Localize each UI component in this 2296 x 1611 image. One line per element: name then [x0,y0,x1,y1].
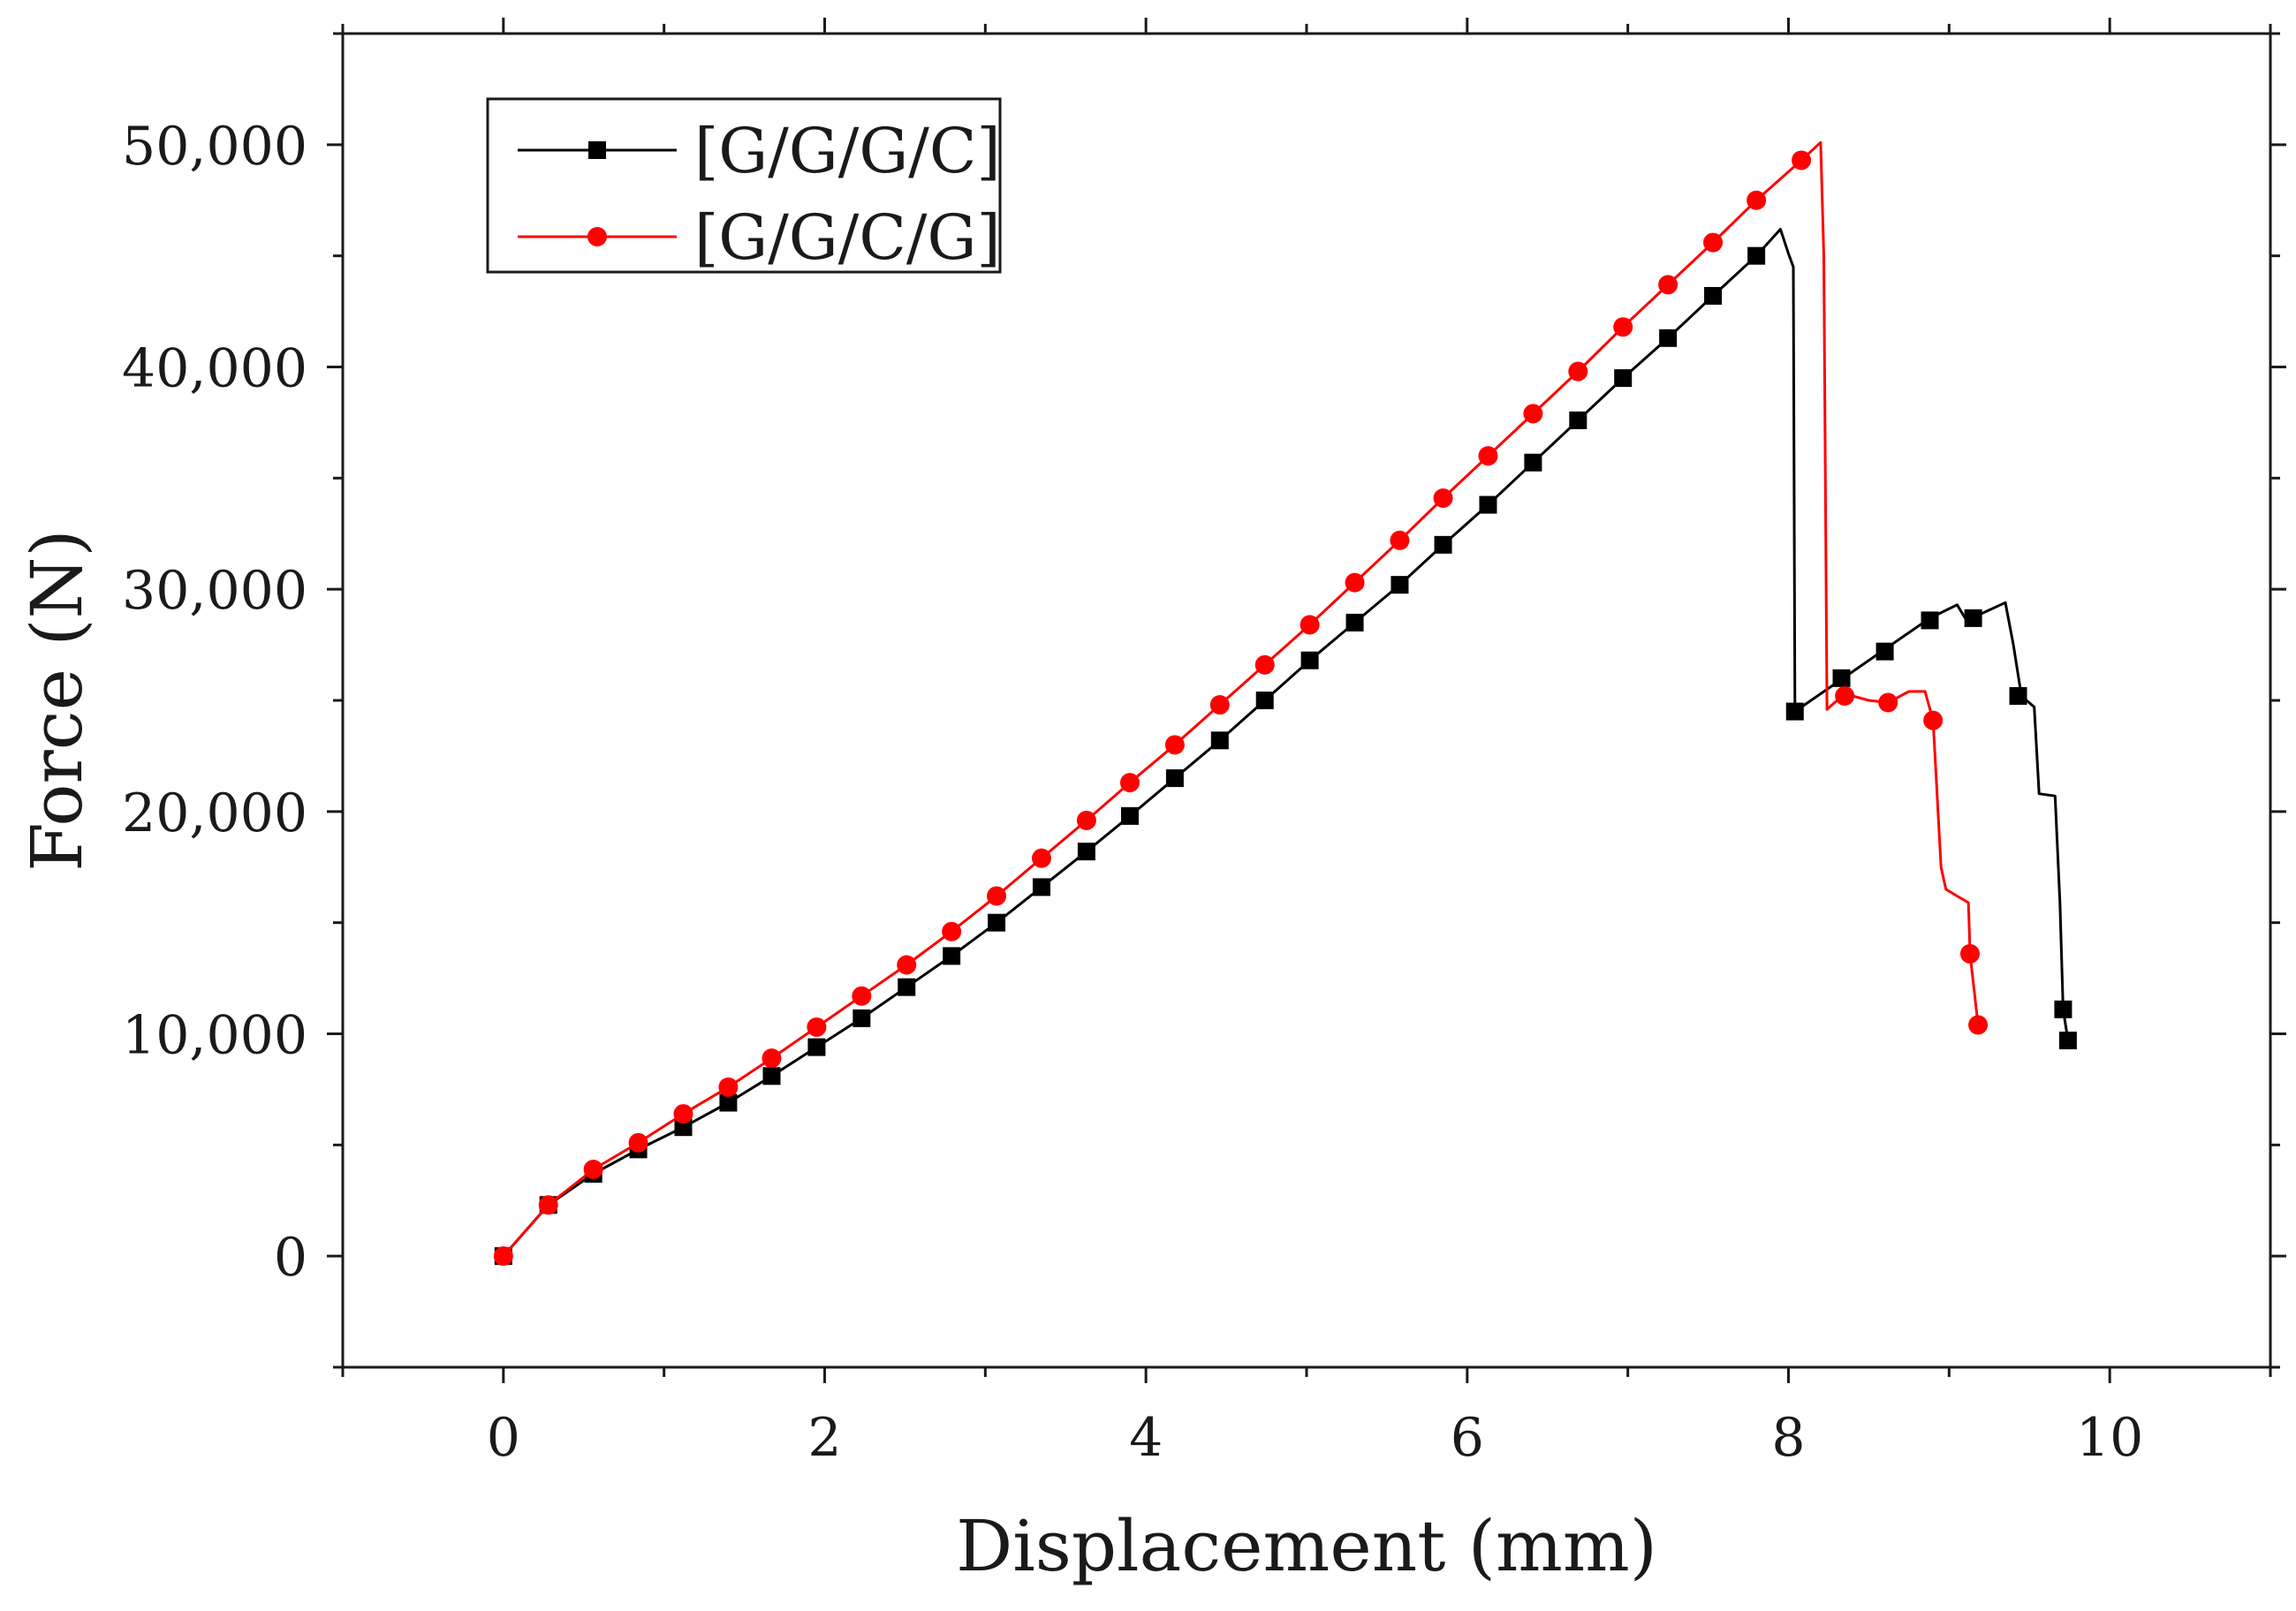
data-point-square [2058,1032,2077,1050]
data-point-circle [718,1077,739,1097]
legend-square-marker-icon [588,141,606,159]
data-point-circle [1345,572,1365,593]
data-point-square [988,913,1006,932]
data-point-circle [1968,1015,1989,1035]
data-point-square [1614,369,1633,388]
data-point-square [1659,329,1678,347]
data-point-circle [1568,361,1588,382]
data-point-square [1077,843,1095,861]
data-point-square [1704,286,1723,305]
y-tick-label: 10,000 [122,1005,307,1067]
data-point-circle [897,955,917,975]
data-point-circle [1433,488,1453,508]
data-point-square [1785,702,1804,721]
series-layer [493,140,2077,1267]
data-point-square [1255,692,1274,709]
data-point-circle [1878,692,1898,713]
data-point-circle [1119,773,1140,793]
x-tick-label: 2 [807,1407,841,1469]
data-point-circle [1209,695,1230,715]
data-point-circle [1959,943,1980,964]
series-line-ggcg [502,140,1980,1258]
x-axis-title: Displacement (mm) [956,1505,1657,1587]
data-point-square [1747,246,1766,265]
data-point-circle [1613,317,1633,337]
data-point-square [674,1118,693,1137]
legend-circle-marker-icon [587,227,607,246]
legend-box [486,97,1002,274]
data-point-circle [493,1246,513,1267]
data-point-circle [673,1104,693,1124]
data-point-circle [1923,710,1944,730]
axis-ticks: 0 2 4 6 8 10 0 10,000 20,000 30,000 40,000 50,000 [122,18,2286,1469]
data-point-square [1300,651,1319,669]
data-point-square [1165,769,1184,788]
data-point-circle [538,1195,558,1215]
x-tick-label: 8 [1771,1407,1805,1469]
data-point-circle [852,986,872,1006]
data-point-square [1390,576,1409,594]
legend: [G/G/G/C] [G/G/C/G] [486,97,1002,274]
x-tick-label: 4 [1129,1407,1163,1469]
data-point-square [1479,495,1497,514]
data-point-circle [628,1132,648,1153]
x-tick-label: 6 [1451,1407,1484,1469]
x-tick-label: 0 [487,1407,520,1469]
data-point-square [1524,453,1542,472]
data-point-circle [1300,615,1320,635]
y-tick-label: 30,000 [122,560,307,622]
data-point-square [1032,878,1050,896]
data-point-circle [1747,190,1767,210]
y-tick-label: 40,000 [122,338,307,400]
data-point-square [1434,535,1452,554]
data-point-circle [1835,685,1855,706]
data-point-circle [1523,404,1543,424]
data-point-square [1345,613,1364,632]
y-tick-label: 0 [274,1227,307,1289]
data-point-circle [1390,530,1410,550]
data-point-square [898,978,916,996]
x-tick-label: 10 [2076,1407,2143,1469]
data-point-square [1875,642,1894,661]
legend-label-ggcg: [G/G/C/G] [694,201,1001,274]
data-point-circle [1703,232,1724,253]
series-ggcg [493,140,1989,1267]
data-point-square [719,1093,738,1112]
data-point-square [852,1009,871,1027]
data-point-circle [1478,446,1498,466]
data-point-circle [1658,275,1678,295]
y-tick-label: 50,000 [122,116,307,178]
data-point-circle [1164,735,1185,755]
data-point-square [1120,806,1139,825]
legend-label-ggg-c: [G/G/G/C] [694,115,1001,187]
y-axis-title: Force (N) [16,529,98,872]
data-point-square [1832,669,1851,687]
data-point-square [1964,609,1982,627]
data-point-square [943,947,961,965]
data-point-square [762,1067,781,1085]
data-point-square [807,1038,826,1056]
data-point-square [2054,1000,2072,1018]
data-point-circle [1076,810,1096,830]
y-tick-label: 20,000 [122,783,307,844]
data-point-square [1210,731,1229,750]
data-point-circle [762,1048,782,1069]
data-point-circle [1031,848,1051,868]
data-point-circle [1254,654,1275,675]
data-point-square [1921,611,1939,630]
data-point-square [2009,686,2027,705]
data-point-circle [987,886,1007,906]
data-point-circle [1792,150,1812,170]
data-point-square [1569,411,1587,429]
data-point-circle [942,921,962,942]
data-point-circle [807,1017,827,1037]
data-point-circle [583,1160,603,1180]
